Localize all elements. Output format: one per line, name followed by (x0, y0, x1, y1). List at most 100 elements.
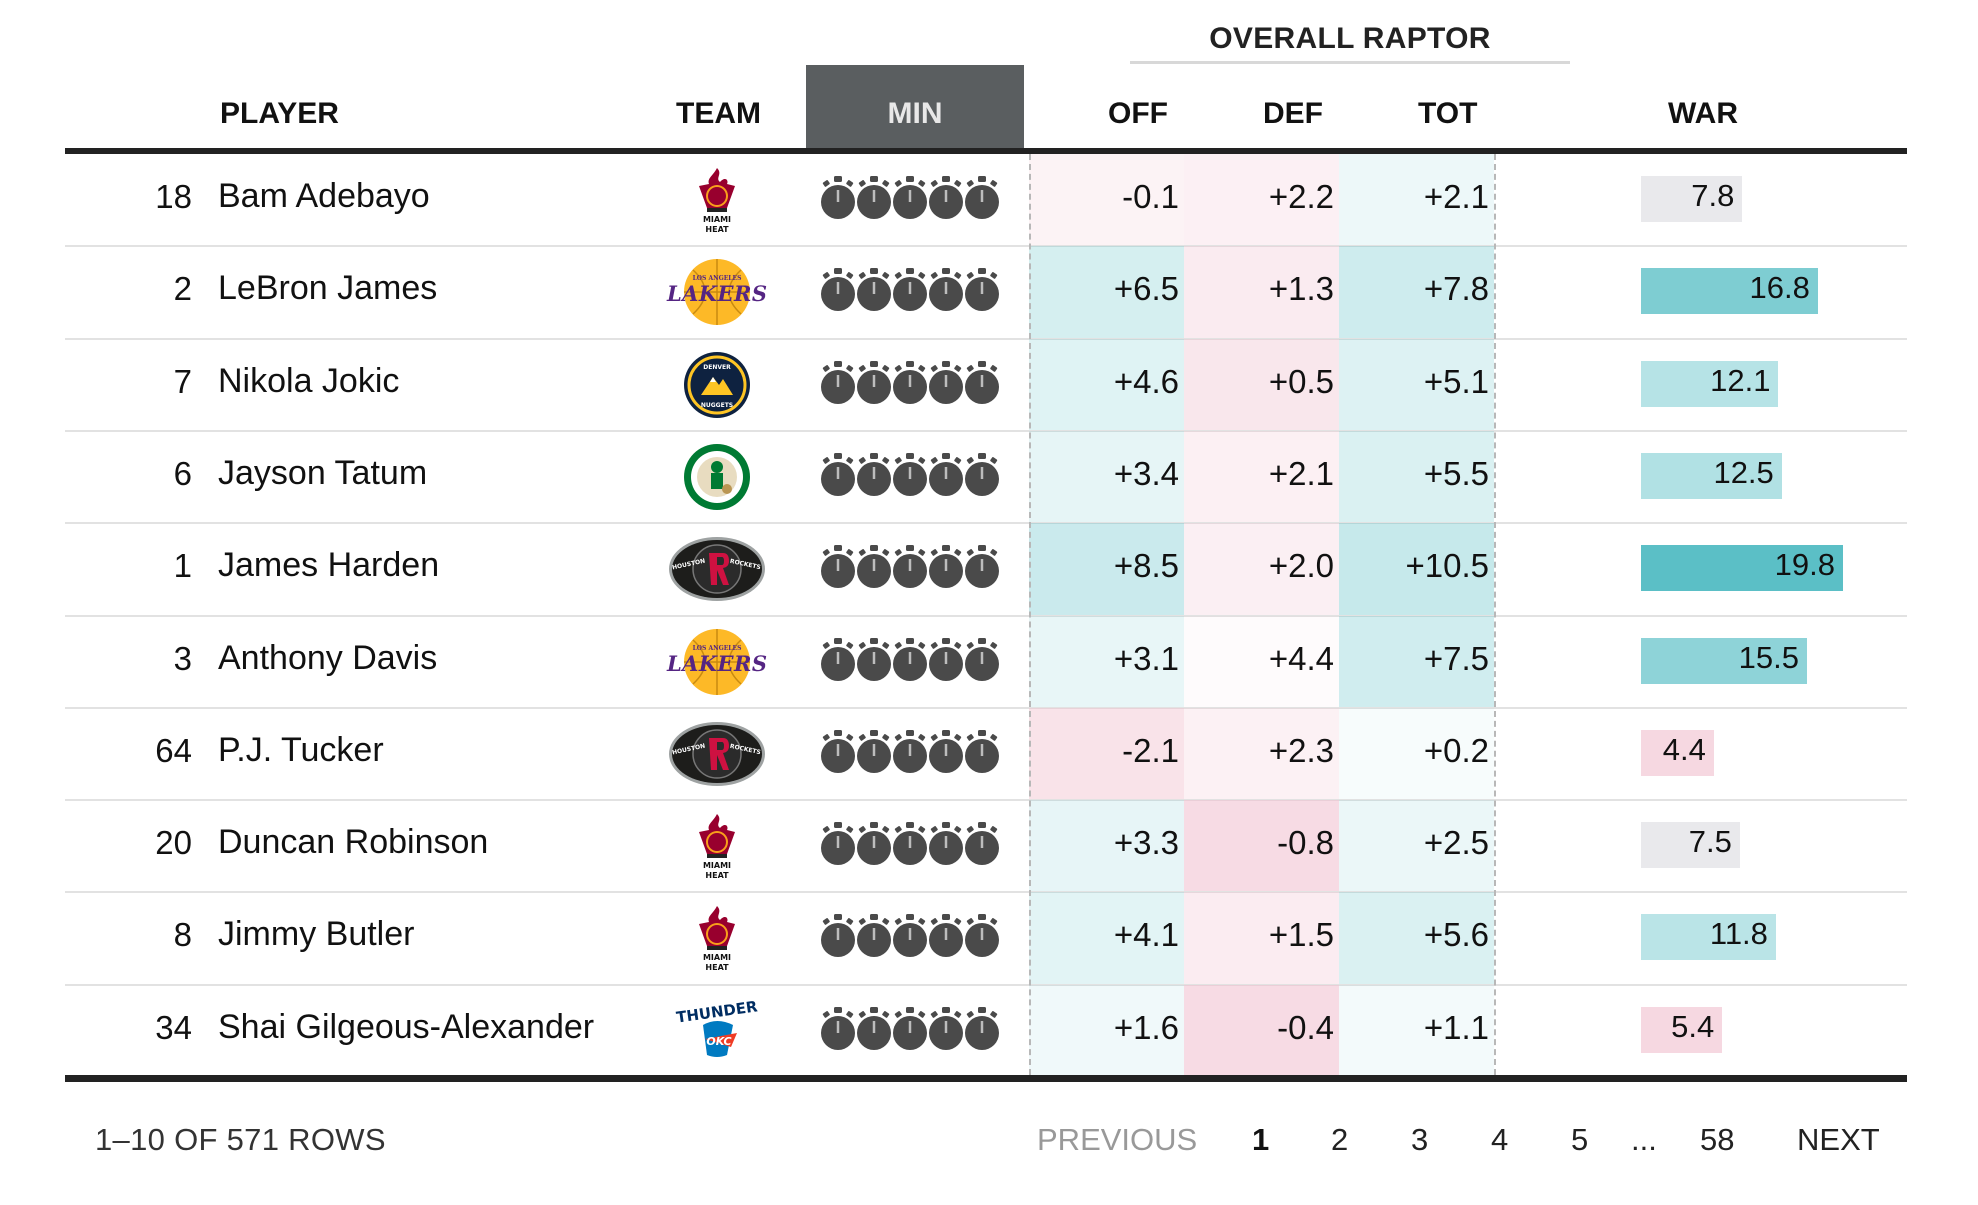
tot-value: +5.6 (1423, 916, 1489, 954)
off-cell-bg (1029, 246, 1184, 339)
def-cell-bg (1184, 984, 1339, 1077)
column-header-tot[interactable]: TOT (1418, 97, 1478, 130)
minutes-stopwatch-icons (820, 452, 1002, 499)
war-bar (1641, 637, 1807, 684)
column-header-off[interactable]: OFF (1108, 97, 1168, 130)
war-value: 4.4 (1662, 731, 1706, 767)
off-value: +3.1 (1113, 639, 1179, 677)
def-cell-bg (1184, 707, 1339, 801)
overall-raptor-group-title: OVERALL RAPTOR (1209, 22, 1491, 55)
los-angeles-lakers-logo: LOS ANGELES LAKERS (665, 256, 769, 328)
player-rank: 8 (173, 916, 192, 954)
off-value: +3.4 (1113, 454, 1179, 492)
def-value: -0.8 (1277, 824, 1334, 862)
table-row[interactable]: 3 Anthony Davis LOS ANGELES LAKERS +3.1 +4.4 +… (65, 616, 1907, 708)
tot-value: +10.5 (1405, 547, 1490, 585)
player-name[interactable]: Jimmy Butler (218, 915, 415, 954)
def-value: +4.4 (1268, 639, 1334, 677)
table-row[interactable]: 64 P.J. Tucker HOUSTON ROCKETS -2.1 +2.3 +0.2 4… (65, 708, 1907, 800)
minutes-stopwatch-icons (820, 268, 1002, 314)
minutes-stopwatch-icons (820, 176, 1002, 222)
player-name[interactable]: Jayson Tatum (218, 453, 428, 492)
page-button-3[interactable]: 3 (1411, 1122, 1429, 1157)
player-name[interactable]: Bam Adebayo (218, 177, 430, 215)
player-name[interactable]: P.J. Tucker (218, 730, 384, 769)
svg-text:HEAT: HEAT (705, 225, 729, 234)
off-value: -2.1 (1122, 731, 1179, 769)
table-row[interactable]: 18 Bam Adebayo MIAMI HEAT -0.1 +2.2 +2.1 7.8 (65, 154, 1907, 246)
war-bar (1641, 452, 1782, 499)
svg-text:HEAT: HEAT (705, 871, 729, 880)
off-cell-bg (1029, 154, 1184, 247)
svg-text:OKC: OKC (706, 1035, 731, 1048)
war-value: 12.1 (1710, 362, 1771, 398)
table-row[interactable]: 34 Shai Gilgeous-Alexander THUNDER OKC +1.6 -… (65, 985, 1907, 1077)
table-row[interactable]: 6 Jayson Tatum +3.4 +2.1 +5.5 12.5 (65, 431, 1907, 523)
svg-text:LOS ANGELES: LOS ANGELES (693, 645, 742, 652)
row-count-label: 1–10 OF 571 ROWS (95, 1122, 386, 1157)
column-header-player[interactable]: PLAYER (220, 97, 339, 130)
off-value: -0.1 (1122, 178, 1179, 215)
player-rank: 34 (155, 1008, 192, 1046)
page-button-5[interactable]: 5 (1571, 1122, 1589, 1157)
column-header-min[interactable]: MIN (887, 97, 943, 130)
player-name[interactable]: Shai Gilgeous-Alexander (218, 1007, 595, 1046)
header-rule (65, 148, 1907, 154)
row-divider (65, 891, 1907, 894)
off-cell-bg (1029, 707, 1184, 801)
table-row[interactable]: 7 Nikola Jokic DENVER NUGGETS +4.6 +0.5 +5.1 12… (65, 339, 1907, 431)
tot-cell-bg (1339, 707, 1494, 801)
row-divider (65, 706, 1907, 709)
miami-heat-logo: MIAMI HEAT (665, 810, 769, 882)
war-value: 19.8 (1774, 547, 1835, 583)
def-cell-bg (1184, 892, 1339, 985)
player-name[interactable]: Anthony Davis (218, 638, 438, 677)
def-cell-bg (1184, 523, 1339, 616)
row-divider (65, 522, 1907, 525)
tot-value: +2.5 (1423, 824, 1489, 862)
minutes-stopwatch-icons (820, 729, 1002, 776)
column-header-team[interactable]: TEAM (676, 97, 761, 130)
table-row[interactable]: 20 Duncan Robinson MIAMI HEAT +3.3 -0.8 +2.5 7.… (65, 800, 1907, 892)
column-header-def[interactable]: DEF (1263, 97, 1323, 130)
def-value: +2.0 (1268, 547, 1334, 585)
svg-text:MIAMI: MIAMI (703, 861, 731, 870)
boston-celtics-logo (665, 441, 769, 513)
denver-nuggets-logo: DENVER NUGGETS (665, 349, 769, 421)
player-rank: 7 (173, 362, 192, 400)
table-row[interactable]: 2 LeBron James LOS ANGELES LAKERS +6.5 +1.3 +7… (65, 246, 1907, 338)
off-value: +1.6 (1113, 1008, 1179, 1046)
off-cell-bg (1029, 430, 1184, 524)
war-bar (1641, 914, 1776, 961)
tot-value: +2.1 (1423, 178, 1489, 215)
war-value: 7.8 (1691, 178, 1735, 213)
off-value: +6.5 (1113, 270, 1179, 308)
def-cell-bg (1184, 800, 1339, 893)
page-button-58[interactable]: 58 (1700, 1122, 1735, 1157)
group-title-underline (1130, 61, 1570, 64)
def-value: -0.4 (1277, 1008, 1334, 1046)
tot-cell-bg (1339, 523, 1494, 616)
houston-rockets-logo: HOUSTON ROCKETS (665, 533, 769, 605)
player-name[interactable]: Duncan Robinson (218, 823, 489, 862)
table-row[interactable]: 8 Jimmy Butler MIAMI HEAT +4.1 +1.5 +5.6 11.8 (65, 892, 1907, 984)
column-header-war[interactable]: WAR (1668, 97, 1738, 130)
oklahoma-city-thunder-logo: THUNDER OKC (665, 995, 769, 1067)
next-page-button[interactable]: NEXT (1797, 1122, 1880, 1157)
player-name[interactable]: LeBron James (218, 269, 438, 308)
previous-page-button[interactable]: PREVIOUS (1037, 1122, 1198, 1157)
svg-text:NUGGETS: NUGGETS (701, 402, 733, 409)
tot-value: +7.5 (1423, 639, 1489, 677)
page-button-1[interactable]: 1 (1252, 1122, 1270, 1157)
page-button-4[interactable]: 4 (1491, 1122, 1509, 1157)
minutes-stopwatch-icons (820, 360, 1002, 407)
off-cell-bg (1029, 892, 1184, 985)
minutes-stopwatch-icons (820, 1006, 1002, 1053)
tot-value: +0.2 (1423, 731, 1489, 769)
page-button-2[interactable]: 2 (1331, 1122, 1349, 1157)
row-divider (65, 337, 1907, 340)
player-name[interactable]: James Harden (218, 546, 440, 585)
table-row[interactable]: 1 James Harden HOUSTON ROCKETS +8.5 +2.0 +10.5… (65, 523, 1907, 615)
tot-column-divider (1494, 154, 1496, 1075)
player-name[interactable]: Nikola Jokic (218, 361, 400, 400)
